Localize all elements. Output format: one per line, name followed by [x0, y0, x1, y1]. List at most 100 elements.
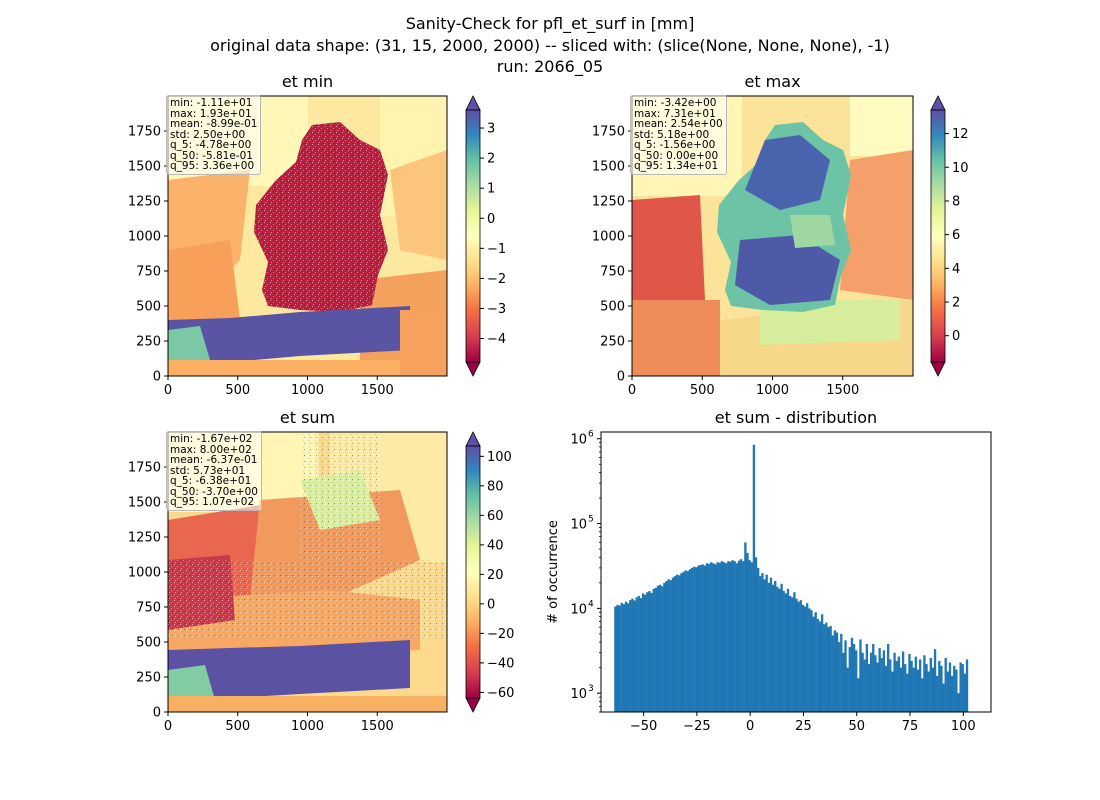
x-tick-label: 1000: [291, 719, 324, 734]
hist-y-axis-label: # of occurrence: [546, 520, 561, 624]
hist-bar: [750, 562, 753, 712]
panel-title-et-min: et min: [281, 72, 334, 91]
y-tick-label: 0: [153, 370, 161, 385]
hist-bar: [669, 580, 672, 712]
hist-bar: [650, 592, 653, 712]
stats-box-et-min: min: -1.11e+01 max: 1.93e+01 mean: -8.99…: [166, 95, 262, 175]
stat-min: min: -1.67e+02: [170, 433, 253, 445]
hist-bar: [936, 675, 939, 712]
colorbar-tick-label: 12: [952, 127, 969, 142]
stats-box-et-sum: min: -1.67e+02 max: 8.00e+02 mean: -6.37…: [166, 431, 262, 511]
hist-bar: [927, 671, 930, 712]
hist-y-tick-label: 10: [570, 687, 587, 702]
hist-bar: [831, 635, 834, 712]
hist-bar: [816, 618, 820, 712]
y-tick-label: 1500: [592, 160, 625, 175]
hist-bar: [833, 630, 837, 712]
hist-bar: [707, 563, 711, 712]
hist-bar: [776, 586, 779, 712]
hist-bar: [797, 601, 800, 712]
hist-bar: [722, 562, 726, 712]
hist-bar: [918, 659, 922, 712]
hist-bar: [720, 561, 724, 712]
hist-bar: [880, 657, 883, 712]
colorbar-body: [465, 445, 481, 699]
hist-bar: [731, 560, 734, 712]
colorbar-tick-label: 10: [952, 161, 969, 176]
hist-bar: [754, 557, 758, 712]
hist-bar: [763, 579, 766, 712]
hist-bar: [929, 657, 932, 712]
x-tick-label: 500: [690, 383, 715, 398]
hist-bar: [938, 660, 941, 712]
hist-bar: [874, 655, 877, 712]
hist-bar: [829, 625, 832, 712]
colorbar-tick-label: 6: [952, 228, 960, 243]
hist-bar: [748, 560, 751, 712]
hist-bar: [810, 610, 813, 712]
hist-bar: [782, 591, 785, 712]
hist-bar: [889, 659, 892, 712]
hist-bar: [727, 561, 730, 712]
hist-x-tick-label: 25: [795, 719, 812, 734]
hist-bar: [673, 576, 677, 712]
colorbar-tick-label: −4: [487, 332, 506, 347]
colorbar-tick-label: 80: [487, 479, 504, 494]
hist-bar: [916, 669, 920, 712]
hist-bar: [648, 591, 651, 712]
hist-bar: [759, 576, 762, 712]
hist-bar: [869, 652, 873, 712]
stat-min: min: -3.42e+00: [634, 97, 717, 109]
x-tick-label: 0: [628, 383, 636, 398]
hist-x-tick-label: 0: [746, 719, 754, 734]
hist-bar: [887, 644, 890, 712]
hist-y-tick-exponent: 5: [588, 515, 594, 525]
hist-bar: [616, 604, 619, 712]
hist-x-tick-label: −50: [630, 719, 657, 734]
stat-mean: mean: -6.37e-01: [170, 454, 258, 466]
hist-bar: [637, 595, 640, 712]
hist-bar: [778, 588, 781, 712]
hist-bar: [714, 564, 717, 712]
hist-bar: [614, 606, 617, 712]
hist-bar: [678, 575, 681, 712]
hist-bar: [944, 657, 947, 712]
colorbar-tick-label: 2: [487, 152, 495, 167]
hist-bar: [735, 563, 739, 712]
y-tick-label: 1250: [128, 195, 161, 210]
hist-bar: [906, 673, 909, 712]
hist-bar: [699, 564, 702, 712]
hist-bar: [627, 603, 630, 712]
colorbar-tick-label: 1: [487, 182, 495, 197]
hist-bar: [680, 573, 683, 712]
hist-bar: [818, 621, 822, 712]
hist-bar: [737, 560, 741, 712]
hist-bar: [667, 579, 670, 712]
x-tick-label: 1000: [756, 383, 789, 398]
hist-bar: [744, 542, 747, 712]
hist-bar: [739, 559, 743, 712]
hist-bar: [703, 565, 707, 712]
stat-std: std: 5.73e+01: [170, 464, 246, 477]
hist-y-tick-exponent: 4: [588, 599, 594, 609]
hist-bar: [904, 664, 907, 712]
hist-bar: [618, 605, 621, 712]
hist-bar: [812, 616, 815, 712]
hist-bar: [961, 664, 964, 712]
y-tick-label: 500: [136, 636, 161, 651]
colorbar-tick-label: 2: [952, 296, 960, 311]
hist-bar: [846, 667, 849, 712]
hist-bar: [791, 597, 794, 712]
hist-bar: [733, 561, 736, 712]
hist-bar: [872, 644, 875, 712]
hist-bar: [665, 581, 668, 712]
hist-bar: [661, 586, 664, 712]
hist-bar: [893, 652, 896, 712]
stat-q95: q_95: 1.07e+02: [170, 496, 255, 508]
hist-bar: [814, 612, 817, 712]
x-tick-label: 1000: [291, 383, 324, 398]
y-tick-label: 750: [136, 265, 161, 280]
hist-bar: [950, 675, 954, 712]
colorbar-extend-max: [465, 95, 481, 111]
colorbar-extend-max: [930, 95, 946, 111]
